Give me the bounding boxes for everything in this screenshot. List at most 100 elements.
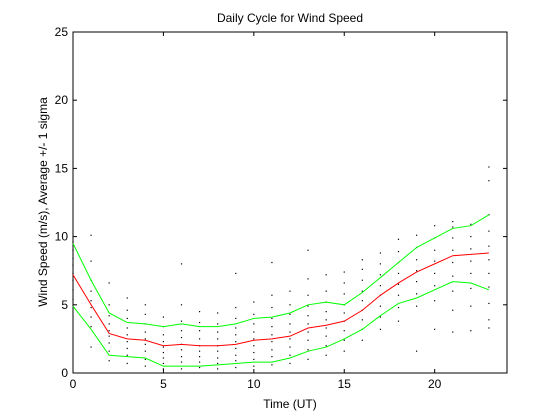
- observation-point-20-3: [434, 272, 436, 275]
- observation-point-13-7: [307, 294, 309, 296]
- observation-point-0-4: [72, 264, 74, 266]
- observation-point-5-3: [162, 351, 165, 354]
- observation-point-5-6: [162, 334, 165, 336]
- observation-point-22-6: [470, 236, 472, 238]
- observation-point-3-3: [126, 341, 128, 343]
- y-tick-label-1: 5: [61, 298, 68, 312]
- observation-point-22-7: [470, 223, 472, 225]
- observation-point-22-2: [470, 287, 472, 290]
- observation-point-3-6: [126, 317, 128, 320]
- observation-point-12-1: [289, 354, 291, 356]
- observation-point-4-5: [144, 331, 146, 333]
- observation-point-12-7: [289, 304, 291, 306]
- observation-point-13-6: [307, 305, 309, 307]
- series-line-0: [72, 252, 489, 347]
- observation-point-16-8: [361, 259, 363, 261]
- observation-point-14-3: [325, 327, 327, 329]
- plot-area: [72, 31, 508, 374]
- observation-point-2-8: [108, 282, 110, 284]
- observation-point-10-1: [253, 358, 255, 360]
- observation-point-10-0: [253, 365, 255, 367]
- observation-point-10-5: [253, 331, 255, 333]
- x-tick-label-4: 20: [428, 377, 442, 391]
- x-tick-label-3: 15: [338, 377, 352, 391]
- observation-point-14-1: [325, 345, 327, 347]
- observation-point-15-0: [343, 350, 345, 352]
- observation-point-11-4: [271, 334, 273, 336]
- observation-point-3-7: [126, 309, 128, 311]
- observation-point-22-5: [470, 248, 472, 250]
- observation-point-11-6: [271, 317, 273, 320]
- observation-point-11-0: [271, 364, 273, 366]
- y-axis: 0 5 10 15 20 25: [55, 25, 507, 380]
- observation-point-20-5: [434, 249, 436, 251]
- observation-point-5-2: [162, 357, 165, 359]
- observation-point-15-7: [343, 282, 345, 284]
- observation-point-21-8: [452, 221, 454, 223]
- observation-point-11-5: [271, 326, 273, 328]
- observation-point-5-5: [162, 341, 165, 343]
- observation-point-4-3: [144, 343, 146, 345]
- observation-point-11-9: [271, 261, 273, 264]
- observation-point-11-1: [271, 356, 273, 358]
- observation-point-6-1: [180, 361, 183, 363]
- observation-point-17-7: [379, 252, 382, 254]
- observation-point-18-6: [397, 251, 400, 253]
- observation-point-1-8: [90, 234, 92, 236]
- x-tick-label-1: 5: [160, 377, 167, 391]
- observation-point-18-0: [397, 320, 400, 322]
- observation-point-4-1: [144, 358, 146, 360]
- observation-point-2-1: [108, 350, 110, 352]
- observation-point-0-7: [72, 241, 74, 243]
- observation-point-8-6: [217, 331, 219, 333]
- observation-point-6-2: [180, 356, 183, 358]
- observation-point-5-8: [162, 316, 165, 318]
- observation-point-19-0: [415, 350, 418, 352]
- observation-point-23-4: [488, 272, 490, 275]
- observation-point-14-0: [325, 354, 327, 356]
- observation-point-22-0: [470, 330, 472, 332]
- observation-point-18-4: [397, 272, 400, 275]
- observation-point-7-8: [198, 311, 201, 313]
- observation-point-11-3: [271, 341, 273, 343]
- observation-point-20-4: [434, 260, 436, 262]
- observation-point-14-2: [325, 335, 327, 337]
- observation-point-2-5: [108, 323, 110, 325]
- observation-point-1-3: [90, 306, 92, 309]
- y-tick-label-4: 20: [55, 93, 69, 107]
- observation-point-16-7: [361, 268, 363, 270]
- observation-point-3-0: [126, 362, 128, 365]
- observation-point-9-4: [235, 341, 237, 343]
- observation-point-7-6: [198, 330, 201, 332]
- observation-point-6-6: [180, 330, 183, 332]
- observation-point-3-2: [126, 347, 128, 350]
- observation-point-9-1: [235, 360, 237, 362]
- observation-point-8-5: [217, 338, 219, 340]
- observation-point-12-8: [289, 290, 291, 292]
- observation-point-15-2: [343, 330, 345, 332]
- observation-point-23-1: [488, 319, 490, 321]
- observation-point-18-3: [397, 283, 400, 285]
- observation-point-8-1: [217, 362, 219, 365]
- observation-point-12-0: [289, 362, 291, 365]
- y-tick-label-5: 25: [55, 25, 69, 39]
- observation-point-6-8: [180, 304, 183, 306]
- observation-point-19-3: [415, 281, 418, 283]
- observation-point-21-1: [452, 309, 454, 311]
- observation-point-22-1: [470, 305, 472, 307]
- observation-point-20-2: [434, 285, 436, 287]
- observation-point-4-4: [144, 338, 146, 340]
- observation-point-21-2: [452, 290, 454, 292]
- observation-point-9-7: [235, 317, 237, 320]
- observation-point-12-2: [289, 346, 291, 348]
- observation-point-1-4: [90, 300, 92, 302]
- observation-point-13-5: [307, 315, 309, 317]
- observation-point-21-7: [452, 226, 454, 228]
- observation-point-17-6: [379, 263, 382, 265]
- observation-point-17-2: [379, 305, 382, 307]
- observation-point-9-0: [235, 366, 237, 369]
- observation-point-10-2: [253, 351, 255, 354]
- observation-point-9-3: [235, 347, 237, 350]
